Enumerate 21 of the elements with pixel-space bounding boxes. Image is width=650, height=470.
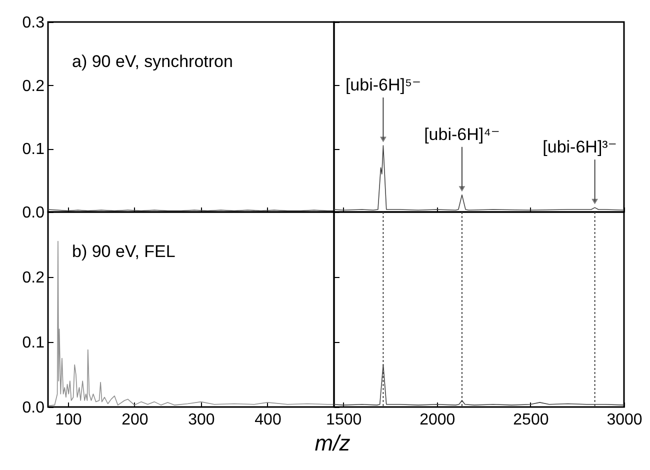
x-tick-label: 100 [55, 412, 82, 428]
x-axis-title: m/z [314, 430, 350, 456]
annotation: b) 90 eV, FEL [72, 242, 176, 261]
x-tick-label: 1500 [326, 412, 362, 428]
x-tick-label: 400 [254, 412, 282, 428]
x-tick-label: 200 [122, 412, 148, 428]
y-tick-label: 0.1 [22, 334, 45, 352]
y-tick-label: 0.1 [22, 141, 45, 158]
x-tick-label: 2500 [513, 412, 549, 428]
y-tick-label: 0.0 [22, 400, 45, 416]
annotation: [ubi-6H]⁴⁻ [424, 124, 500, 144]
x-tick-label: 3000 [606, 412, 642, 428]
annotation: a) 90 eV, synchrotron [72, 52, 233, 71]
y-tick-label: 0.3 [22, 14, 45, 32]
y-tick-label: 0.0 [22, 204, 45, 222]
annotation: [ubi-6H]³⁻ [542, 138, 617, 157]
x-tick-label: 300 [188, 412, 215, 428]
y-tick-label: 0.2 [22, 270, 45, 286]
y-tick-label: 0.2 [22, 78, 45, 95]
x-tick-label: 2000 [420, 412, 456, 428]
annotation: [ubi-6H]⁵⁻ [345, 76, 421, 94]
